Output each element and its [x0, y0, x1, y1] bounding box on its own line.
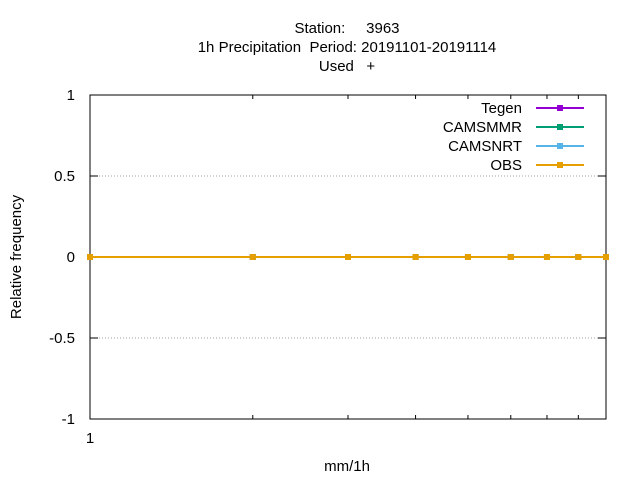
data-point	[575, 254, 582, 260]
legend-marker	[557, 124, 563, 130]
legend-marker	[557, 143, 563, 149]
legend-label: CAMSNRT	[448, 138, 522, 155]
title-line-used: Used +	[319, 58, 376, 75]
legend-item: CAMSNRT	[448, 138, 584, 155]
series-obs	[87, 254, 609, 260]
legend-marker	[557, 162, 563, 168]
legend-item: Tegen	[481, 100, 584, 117]
y-tick-label: -1	[62, 411, 75, 428]
legend-item: OBS	[490, 157, 584, 174]
legend-label: Tegen	[481, 100, 522, 117]
y-tick-label: 0.5	[54, 168, 75, 185]
data-point	[464, 254, 471, 260]
axes: 1 0.5 0 -0.5 -1 1	[49, 87, 607, 447]
x-tick-label: 1	[86, 430, 94, 447]
data-point	[543, 254, 550, 260]
data-point	[507, 254, 514, 260]
legend-marker	[557, 105, 563, 111]
y-tick-label: 0	[67, 249, 75, 266]
y-axis-label: Relative frequency	[8, 194, 25, 319]
data-point	[249, 254, 256, 260]
title-line-period: 1h Precipitation Period: 20191101-201911…	[198, 39, 497, 56]
data-point	[345, 254, 351, 260]
legend-label: CAMSMMR	[443, 119, 522, 136]
y-tick-label: 1	[67, 87, 75, 104]
title-line-station: Station: 3963	[294, 20, 399, 37]
y-tick-label: -0.5	[49, 330, 75, 347]
data-point	[603, 254, 609, 260]
data-point	[412, 254, 419, 260]
chart-title: Station: 3963 1h Precipitation Period: 2…	[198, 20, 497, 75]
legend-label: OBS	[490, 157, 522, 174]
legend: Tegen CAMSMMR CAMSNRT OBS	[443, 100, 584, 174]
series-layer	[87, 254, 609, 260]
legend-item: CAMSMMR	[443, 119, 584, 136]
data-point	[87, 254, 93, 260]
x-axis-label: mm/1h	[324, 458, 370, 475]
